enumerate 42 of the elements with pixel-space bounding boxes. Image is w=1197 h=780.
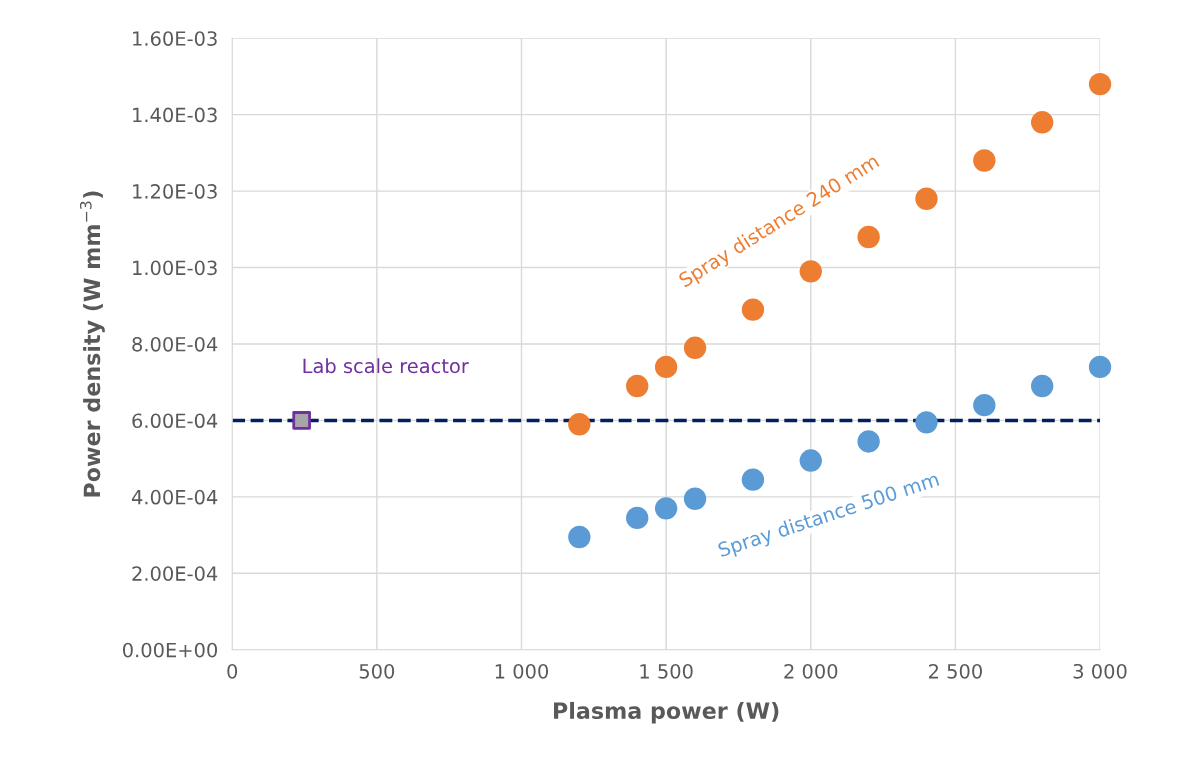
point bbox=[915, 187, 938, 210]
point bbox=[741, 468, 765, 491]
point bbox=[568, 413, 591, 436]
point bbox=[741, 298, 765, 321]
x-tick-label: 2 000 bbox=[784, 663, 838, 679]
point bbox=[626, 506, 649, 530]
y-tick-label: 6.00E-04 bbox=[132, 413, 218, 429]
point bbox=[973, 149, 996, 172]
point bbox=[683, 336, 707, 359]
y-tick-label: 1.60E-03 bbox=[133, 31, 217, 46]
point bbox=[857, 225, 880, 249]
point bbox=[292, 411, 311, 430]
x-tick-label: 500 bbox=[359, 663, 395, 679]
y-tick-label: 1.20E-03 bbox=[133, 184, 217, 199]
point bbox=[1088, 72, 1112, 96]
text: Lab scale reactor bbox=[303, 358, 469, 374]
x-tick-label: 0 bbox=[227, 663, 238, 679]
point bbox=[1030, 111, 1054, 134]
x-tick-label: 3 000 bbox=[1073, 663, 1127, 679]
y-axis-title: Power density (W mm$^{−3}$) bbox=[79, 191, 105, 497]
x-axis-title: Plasma power (W) bbox=[554, 701, 779, 724]
y-tick-label: 8.00E-04 bbox=[132, 336, 218, 352]
y-tick-label: 1.40E-03 bbox=[133, 107, 217, 123]
x-tick-label: 1 000 bbox=[495, 663, 549, 679]
point bbox=[857, 430, 880, 453]
point bbox=[654, 355, 678, 379]
point bbox=[973, 393, 996, 417]
y-tick-label: 4.00E-04 bbox=[131, 489, 218, 505]
point bbox=[626, 374, 649, 398]
point bbox=[654, 497, 678, 520]
x-tick-label: 1 500 bbox=[640, 663, 693, 679]
point bbox=[1030, 374, 1054, 398]
y-tick-label: 0.00E+00 bbox=[122, 642, 218, 658]
point bbox=[799, 260, 822, 283]
point bbox=[1088, 355, 1112, 379]
point bbox=[915, 411, 938, 434]
point bbox=[568, 525, 591, 549]
point bbox=[683, 487, 707, 510]
y-tick-label: 2.00E-04 bbox=[132, 566, 218, 581]
y-tick-label: 1.00E-03 bbox=[133, 260, 217, 276]
point bbox=[799, 449, 822, 472]
x-tick-label: 2 500 bbox=[929, 663, 982, 679]
